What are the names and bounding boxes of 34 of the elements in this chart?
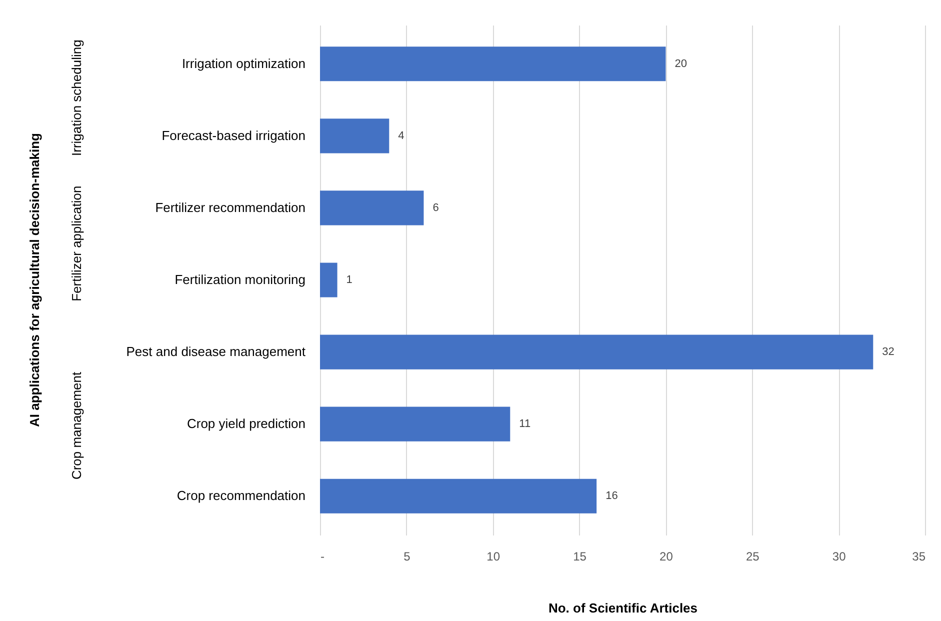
bar xyxy=(320,262,338,298)
y-tick-label: Pest and disease management xyxy=(126,344,306,360)
y-tick-label: Irrigation optimization xyxy=(182,56,306,71)
y-tick-label: Fertilizer recommendation xyxy=(155,200,306,215)
bar xyxy=(320,46,666,82)
bar xyxy=(320,478,597,514)
data-label: 6 xyxy=(432,202,439,214)
data-label: 1 xyxy=(346,274,352,286)
y-tick-label: Crop recommendation xyxy=(176,488,306,504)
bar xyxy=(320,406,510,442)
text: Irrigation scheduling xyxy=(69,40,84,156)
data-label: 20 xyxy=(674,58,687,70)
x-tick-label: 10 xyxy=(486,550,500,564)
x-tick-label: 5 xyxy=(404,550,411,564)
y-tick-label: Fertilization monitoring xyxy=(174,272,306,287)
data-label: 32 xyxy=(882,346,894,358)
x-tick-label: 20 xyxy=(660,550,674,564)
data-label: 16 xyxy=(606,490,618,502)
bar xyxy=(320,190,424,226)
text: Fertilizer application xyxy=(69,186,84,302)
data-label: 4 xyxy=(398,130,404,142)
bar xyxy=(320,118,390,154)
x-tick-label: 15 xyxy=(573,550,587,564)
text: AI applications for agricultural decision-making xyxy=(27,132,42,427)
x-axis-title: No. of Scientific Articles xyxy=(548,600,698,616)
y-tick-label: Forecast-based irrigation xyxy=(162,128,306,143)
text: Crop management xyxy=(69,371,84,480)
data-label: 11 xyxy=(519,418,531,430)
bar xyxy=(320,334,874,370)
x-tick-label: 35 xyxy=(912,550,926,564)
x-tick-label: 25 xyxy=(746,550,760,564)
x-tick-label: - xyxy=(320,550,324,564)
y-tick-label: Crop yield prediction xyxy=(186,416,306,432)
x-tick-label: 30 xyxy=(832,550,846,564)
